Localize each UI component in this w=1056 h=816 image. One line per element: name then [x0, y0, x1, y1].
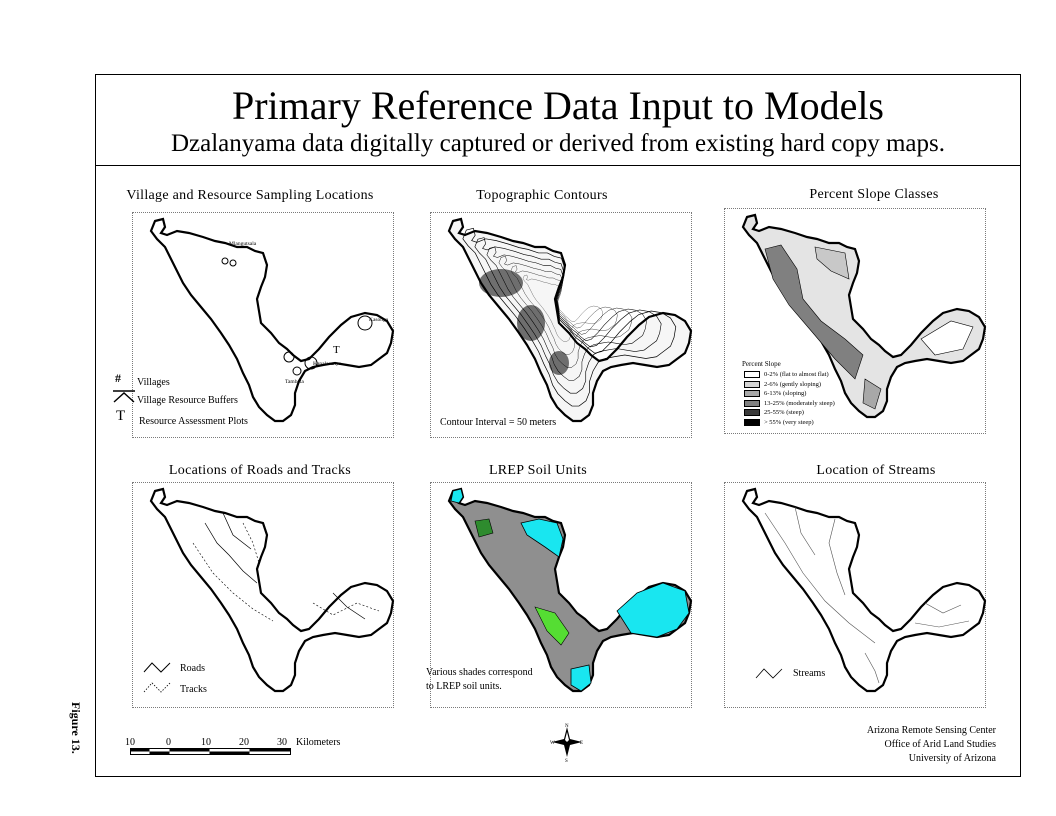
slope-legend-swatch [744, 380, 760, 388]
compass-s: S [565, 759, 568, 762]
village-label-kapalasanya: Kapalasanya [313, 361, 342, 367]
slope-map [741, 213, 987, 419]
soils-note-line1: Various shades correspond [426, 667, 533, 678]
villages-panel: T Mlangutsala Kasonga Kapalasanya Tambal… [132, 212, 395, 438]
roads-legend-icon [143, 662, 171, 673]
slope-legend-swatch [744, 409, 760, 417]
scale-tick-3: 20 [239, 737, 249, 748]
scale-tick-2: 10 [201, 737, 211, 748]
plot-legend-symbol: T [116, 408, 126, 424]
slope-legend-swatch [744, 399, 760, 407]
compass-n: N [565, 724, 569, 729]
villages-panel-title: Village and Resource Sampling Locations [126, 188, 374, 203]
credit-line-2: Office of Arid Land Studies [884, 739, 996, 750]
roads-map [149, 487, 395, 693]
credit-line-1: Arizona Remote Sensing Center [866, 725, 996, 736]
figure-label: Figure 13. [69, 702, 83, 754]
map-title: Primary Reference Data Input to Models [231, 83, 884, 128]
streams-panel [724, 482, 987, 708]
streams-legend-icon [755, 668, 783, 679]
legend-tracks: Tracks [180, 684, 207, 695]
title-box: Primary Reference Data Input to Models D… [95, 74, 1021, 166]
slope-panel [724, 208, 987, 434]
roads-panel-title: Locations of Roads and Tracks [168, 463, 352, 478]
legend-villages: Villages [137, 377, 170, 388]
slope-legend-label: 25-55% (steep) [764, 409, 804, 417]
scale-unit: Kilometers [296, 737, 341, 748]
scale-tick-0: 10 [125, 737, 135, 748]
contours-panel-title: Topographic Contours [476, 188, 608, 203]
scale-tick-4: 30 [277, 737, 287, 748]
streams-panel-title: Location of Streams [816, 463, 936, 478]
credits: Arizona Remote Sensing Center Office of … [816, 724, 996, 766]
soils-panel-title: LREP Soil Units [488, 463, 588, 478]
legend-village-buffers: Village Resource Buffers [137, 395, 238, 406]
slope-panel-title: Percent Slope Classes [809, 187, 939, 202]
legend-roads: Roads [180, 663, 205, 674]
compass-w: W [550, 741, 555, 746]
soils-panel [430, 482, 693, 708]
north-arrow-icon: N S W E [550, 724, 583, 762]
legend-resource-plots: Resource Assessment Plots [139, 416, 248, 427]
villages-map: T Mlangutsala Kasonga Kapalasanya Tambal… [149, 217, 395, 423]
tracks-legend-icon [143, 682, 171, 693]
contours-panel [430, 212, 693, 438]
slope-legend-label: 0-2% (flat to almost flat) [764, 371, 829, 378]
compass-e: E [580, 741, 583, 746]
slope-legend-label: 6-13% (sloping) [764, 390, 807, 398]
map-subtitle: Dzalanyama data digitally captured or de… [170, 130, 946, 157]
village-legend-symbol: # [115, 371, 121, 385]
slope-legend-swatch [744, 371, 760, 378]
scale-bar [130, 748, 291, 755]
soils-note-line2: to LREP soil units. [426, 681, 502, 692]
slope-legend-swatch [744, 390, 760, 398]
slope-legend-label: > 55% (very steep) [764, 419, 814, 426]
legend-streams: Streams [793, 668, 826, 679]
village-label-mlangutsala: Mlangutsala [229, 241, 257, 247]
soils-map [447, 487, 693, 693]
contour-interval-note: Contour Interval = 50 meters [440, 417, 557, 428]
buffer-legend-icon [113, 390, 135, 403]
resource-plot-marker: T [333, 344, 340, 356]
slope-legend-label: 2-6% (gently sloping) [764, 380, 822, 388]
slope-legend-label: 13-25% (moderately steep) [764, 399, 835, 407]
village-label-tambala: Tambala [285, 379, 304, 385]
streams-map [741, 487, 987, 693]
slope-legend-swatch [744, 419, 760, 426]
slope-legend-title: Percent Slope [742, 360, 781, 368]
contours-map [447, 217, 693, 423]
map-frame [95, 74, 1021, 777]
roads-panel [132, 482, 395, 708]
village-label-kasonga: Kasonga [369, 317, 389, 323]
scale-tick-1: 0 [166, 737, 171, 748]
credit-line-3: University of Arizona [908, 753, 996, 764]
